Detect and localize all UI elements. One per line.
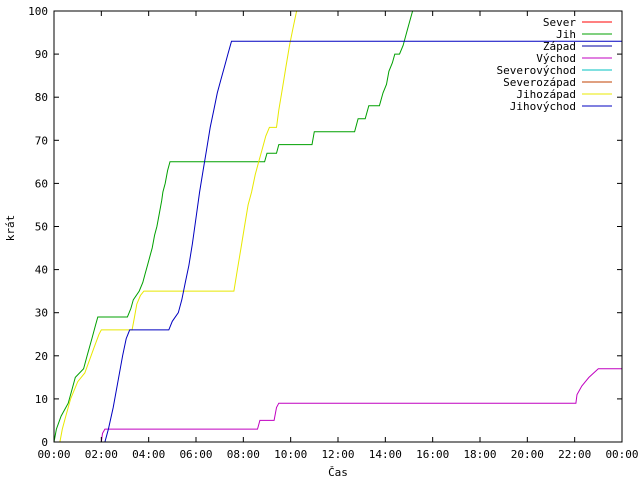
x-tick-label: 22:00 bbox=[558, 448, 591, 461]
series-line-východ bbox=[100, 368, 622, 443]
x-tick-label: 10:00 bbox=[274, 448, 307, 461]
y-tick-label: 20 bbox=[35, 350, 48, 363]
y-tick-label: 90 bbox=[35, 48, 48, 61]
axis-ticks: 0 10 20 30 40 50 60 70 80 90 100 00:00 02:00 04:00 06:… bbox=[28, 5, 638, 461]
y-tick-label: 40 bbox=[35, 264, 48, 277]
y-tick-label: 0 bbox=[41, 436, 48, 449]
plot-lines bbox=[53, 10, 622, 443]
y-tick-label: 60 bbox=[35, 177, 48, 190]
x-tick-label: 00:00 bbox=[605, 448, 638, 461]
x-tick-label: 08:00 bbox=[227, 448, 260, 461]
x-axis-label: Čas bbox=[328, 466, 348, 479]
y-tick-label: 80 bbox=[35, 91, 48, 104]
series-line-jihovýchod bbox=[104, 40, 622, 443]
legend: SeverJihZápadVýchodSeverovýchodSeverozáp… bbox=[497, 16, 612, 113]
x-tick-label: 02:00 bbox=[85, 448, 118, 461]
series-line-jihozápad bbox=[59, 10, 298, 443]
x-tick-label: 20:00 bbox=[511, 448, 544, 461]
x-tick-label: 06:00 bbox=[179, 448, 212, 461]
series-line-jih bbox=[53, 10, 414, 443]
x-tick-label: 04:00 bbox=[132, 448, 165, 461]
x-tick-label: 00:00 bbox=[37, 448, 70, 461]
legend-label: Jihovýchod bbox=[510, 100, 576, 113]
y-tick-label: 100 bbox=[28, 5, 48, 18]
y-tick-label: 50 bbox=[35, 221, 48, 234]
y-tick-label: 30 bbox=[35, 307, 48, 320]
legend-label: Západ bbox=[543, 40, 576, 53]
legend-label: Jih bbox=[556, 28, 576, 41]
y-tick-label: 10 bbox=[35, 393, 48, 406]
legend-label: Východ bbox=[536, 52, 576, 65]
x-tick-label: 18:00 bbox=[463, 448, 496, 461]
x-tick-label: 16:00 bbox=[416, 448, 449, 461]
x-tick-label: 14:00 bbox=[369, 448, 402, 461]
legend-label: Severozápad bbox=[503, 76, 576, 89]
y-axis-label: krát bbox=[4, 215, 17, 242]
y-tick-label: 70 bbox=[35, 134, 48, 147]
x-tick-label: 12:00 bbox=[321, 448, 354, 461]
legend-label: Severovýchod bbox=[497, 64, 576, 77]
legend-label: Sever bbox=[543, 16, 576, 29]
legend-label: Jihozápad bbox=[516, 88, 576, 101]
